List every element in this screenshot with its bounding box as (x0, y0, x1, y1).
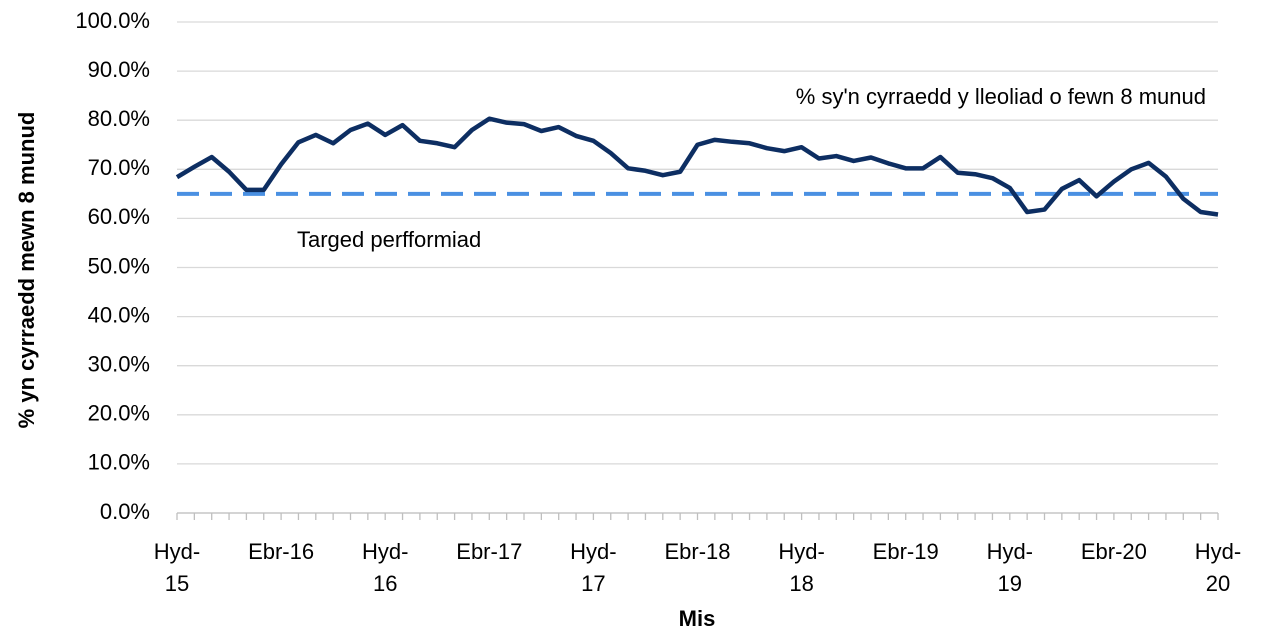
y-tick-label: 90.0% (88, 57, 150, 82)
y-tick-label: 100.0% (75, 8, 150, 33)
x-tick-label: Ebr-19 (873, 539, 939, 564)
x-tick-label: Hyd-18 (778, 539, 824, 596)
y-tick-label: 30.0% (88, 352, 150, 377)
y-tick-label: 50.0% (88, 253, 150, 278)
y-tick-label: 70.0% (88, 155, 150, 180)
x-tick-label: Hyd-16 (362, 539, 408, 596)
y-tick-label: 10.0% (88, 450, 150, 475)
y-tick-label: 60.0% (88, 204, 150, 229)
x-tick-label: Ebr-20 (1081, 539, 1147, 564)
y-tick-label: 20.0% (88, 401, 150, 426)
x-axis-title: Mis (679, 606, 716, 631)
series-line (175, 116, 1219, 217)
target-label: Targed perfformiad (297, 227, 481, 252)
y-axis-title: % yn cyrraedd mewn 8 munud (14, 112, 39, 429)
y-tick-label: 80.0% (88, 106, 150, 131)
series-label: % sy'n cyrraedd y lleoliad o fewn 8 munu… (796, 84, 1206, 109)
x-tick-label: Hyd-20 (1195, 539, 1241, 596)
y-tick-label: 40.0% (88, 302, 150, 327)
x-tick-label: Ebr-17 (456, 539, 522, 564)
x-tick-label: Hyd-17 (570, 539, 616, 596)
x-tick-label: Ebr-16 (248, 539, 314, 564)
x-tick-label: Hyd-15 (154, 539, 200, 596)
y-tick-label: 0.0% (100, 499, 150, 524)
x-tick-label: Ebr-18 (664, 539, 730, 564)
x-tick-label: Hyd-19 (987, 539, 1033, 596)
